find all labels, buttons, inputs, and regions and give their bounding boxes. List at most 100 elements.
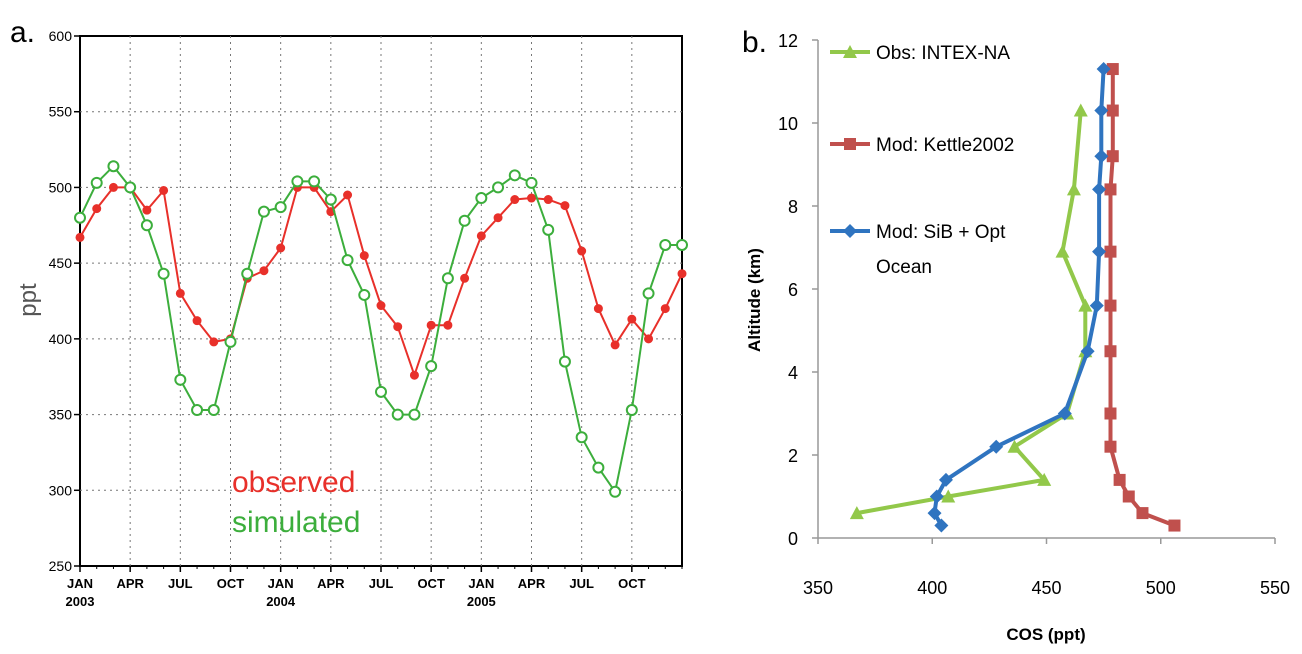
point-b-series-1: [1106, 104, 1119, 117]
point-b-series-0: [1066, 182, 1081, 196]
panel-b-y-tick-label: 2: [788, 446, 798, 466]
point-b-series-1: [1104, 440, 1117, 453]
point-observed: [476, 231, 486, 241]
legend-label-0: Obs: INTEX-NA: [876, 43, 1010, 64]
panel-b-y-tick-label: 10: [778, 114, 798, 134]
point-simulated: [324, 193, 337, 206]
panel-a-x-ticks: JAN 2003 APR JUL OCT JAN 2004 APR JUL OCT JAN 2005 A…: [66, 566, 683, 609]
panel-a-x-year-label: 2004: [266, 594, 296, 609]
point-simulated: [408, 408, 421, 421]
point-observed: [159, 185, 169, 195]
panel-a-y-tick-label: 350: [49, 407, 73, 423]
panel-b-y-tick-label: 12: [778, 31, 798, 51]
panel-a-x-tick-label: JUL: [369, 576, 394, 591]
panel-b-label: b.: [742, 26, 767, 59]
point-b-series-0: [1055, 244, 1070, 258]
point-observed: [276, 243, 286, 253]
point-simulated: [341, 254, 354, 267]
point-observed: [393, 322, 403, 332]
panel-a-x-tick-label: JAN: [468, 576, 494, 591]
point-observed: [175, 288, 185, 298]
panel-a-y-tick-label: 300: [49, 482, 73, 498]
point-b-series-1: [1113, 473, 1126, 486]
panel-a-x-tick-label: JUL: [168, 576, 193, 591]
point-simulated: [508, 169, 521, 182]
point-observed: [577, 246, 587, 256]
point-simulated: [157, 267, 170, 280]
point-simulated: [191, 404, 204, 417]
point-observed: [409, 370, 419, 380]
point-simulated: [642, 287, 655, 300]
point-b-series-1: [1104, 183, 1117, 196]
panel-a-x-tick-label: OCT: [417, 576, 445, 591]
panel-a-x-year-label: 2005: [467, 594, 496, 609]
point-observed: [108, 182, 118, 192]
point-b-series-2: [1096, 62, 1111, 77]
series-line-b-1: [1108, 69, 1176, 528]
point-simulated: [124, 181, 137, 194]
legend-label-1: Mod: Kettle2002: [876, 135, 1014, 156]
point-b-series-0: [1037, 472, 1052, 486]
panel-b-x-tick-label: 550: [1260, 578, 1290, 598]
legend-simulated: simulated: [232, 506, 360, 539]
point-observed: [376, 301, 386, 311]
point-simulated: [140, 219, 153, 232]
point-simulated: [174, 373, 187, 386]
panel-a-x-year-label: 2003: [66, 594, 95, 609]
point-simulated: [107, 160, 120, 173]
panel-a-y-axis-label: ppt: [15, 283, 42, 317]
legend-marker-2: [843, 224, 857, 238]
point-simulated: [241, 267, 254, 280]
point-b-series-2: [927, 506, 942, 521]
point-simulated: [308, 175, 321, 188]
panel-a-x-tick-label: JAN: [67, 576, 93, 591]
point-simulated: [609, 485, 622, 498]
point-simulated: [441, 272, 454, 285]
point-b-series-0: [1073, 103, 1088, 117]
legend-label-2: Mod: SiB + Opt: [876, 222, 1006, 243]
point-observed: [493, 213, 503, 223]
point-simulated: [676, 238, 688, 251]
panel-a-y-tick-label: 600: [49, 28, 73, 44]
point-observed: [443, 320, 453, 330]
point-b-series-2: [1094, 149, 1109, 164]
panel-a-x-tick-label: OCT: [217, 576, 245, 591]
panel-a-y-tick-label: 400: [49, 331, 73, 347]
panel-a-y-tick-label: 250: [49, 558, 73, 574]
point-observed: [142, 205, 152, 215]
point-observed: [627, 314, 637, 324]
point-b-series-0: [849, 506, 864, 520]
panel-b-x-tick-label: 400: [917, 578, 947, 598]
point-b-series-2: [989, 439, 1004, 454]
point-simulated: [625, 404, 638, 417]
legend-marker-1: [844, 138, 856, 150]
legend-observed: observed: [232, 466, 355, 499]
point-b-series-0: [1007, 439, 1022, 453]
point-b-series-2: [1094, 103, 1109, 118]
panel-a-y-tick-label: 550: [49, 104, 73, 120]
point-observed: [92, 204, 102, 214]
point-simulated: [207, 404, 220, 417]
panel-b-y-tick-label: 4: [788, 363, 798, 383]
point-simulated: [224, 335, 237, 348]
panel-a-y-tick-label: 450: [49, 255, 73, 271]
point-observed: [460, 273, 470, 283]
point-b-series-2: [938, 472, 953, 487]
point-simulated: [659, 238, 672, 251]
panel-a-x-tick-label: JAN: [268, 576, 294, 591]
panel-b-x-ticks: 350 400 450 500 550: [803, 538, 1290, 598]
panel-b: b. 0 2 4 6 8 10 12 350 400 450 500 550 COS (ppt) A…: [742, 26, 1290, 644]
point-observed: [510, 195, 520, 205]
point-observed: [560, 201, 570, 211]
panel-b-y-ticks: 0 2 4 6 8 10 12: [778, 31, 818, 549]
panel-a-x-tick-label: APR: [518, 576, 546, 591]
panel-b-x-tick-label: 500: [1146, 578, 1176, 598]
point-simulated: [391, 408, 404, 421]
panel-a-label: a.: [10, 16, 35, 49]
panel-b-y-tick-label: 6: [788, 280, 798, 300]
point-b-series-2: [1057, 406, 1072, 421]
point-observed: [426, 320, 436, 330]
panel-b-x-tick-label: 450: [1031, 578, 1061, 598]
point-b-series-0: [941, 489, 956, 503]
